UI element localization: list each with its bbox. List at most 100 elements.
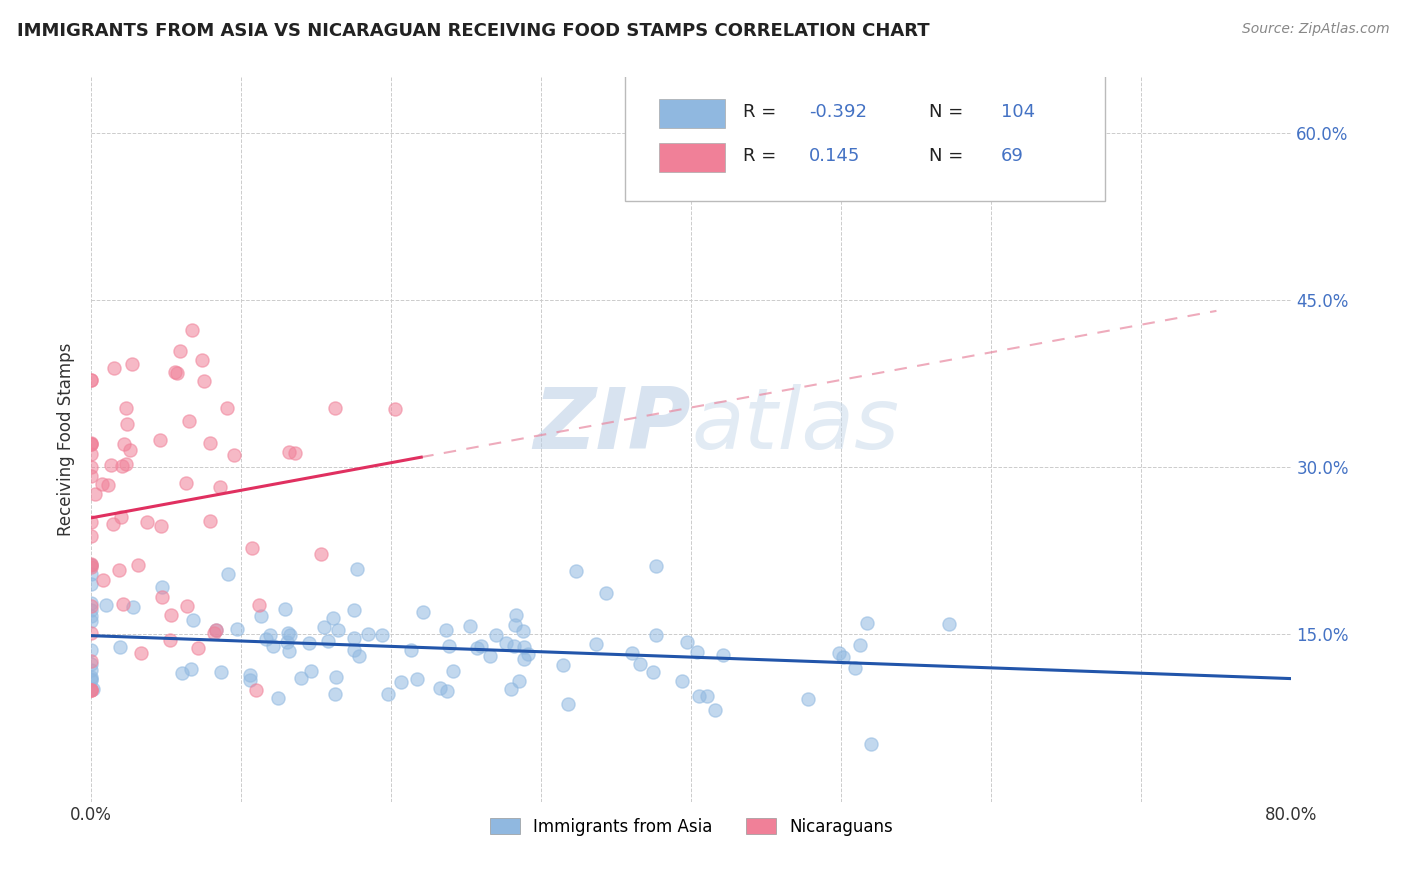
Point <box>675 635 697 649</box>
Point <box>111 459 134 474</box>
Point <box>686 645 709 659</box>
Point <box>180 323 202 337</box>
Point <box>204 624 226 638</box>
Point <box>595 586 617 600</box>
Point <box>239 673 262 687</box>
Point <box>429 681 451 695</box>
Point <box>80 683 103 698</box>
Point <box>551 657 574 672</box>
Point <box>278 628 301 642</box>
Point <box>149 434 172 448</box>
Point <box>150 590 173 604</box>
Point <box>620 646 643 660</box>
Point <box>711 648 734 662</box>
Text: 104: 104 <box>1001 103 1035 121</box>
FancyBboxPatch shape <box>626 74 1105 201</box>
Point <box>80 626 103 640</box>
Point <box>149 519 172 533</box>
Point <box>80 614 103 628</box>
Text: -0.392: -0.392 <box>808 103 868 121</box>
Point <box>80 599 103 614</box>
Point <box>110 509 132 524</box>
Point <box>80 558 103 572</box>
Point <box>485 628 508 642</box>
Text: Source: ZipAtlas.com: Source: ZipAtlas.com <box>1241 22 1389 37</box>
Point <box>322 611 344 625</box>
Text: 0.145: 0.145 <box>808 146 860 165</box>
Point <box>671 674 693 689</box>
Point <box>165 365 187 379</box>
Point <box>276 635 298 649</box>
Point <box>222 449 245 463</box>
Point <box>284 446 307 460</box>
Point <box>80 560 103 574</box>
Point <box>688 689 710 703</box>
Point <box>80 373 103 387</box>
Point <box>856 615 879 630</box>
Point <box>80 657 103 671</box>
Point <box>503 618 526 632</box>
Point <box>94 598 117 612</box>
Point <box>180 662 202 676</box>
Point <box>458 619 481 633</box>
Point <box>263 639 285 653</box>
Point <box>108 563 131 577</box>
Point <box>100 458 122 472</box>
Point <box>399 643 422 657</box>
Point <box>80 670 103 684</box>
Point <box>80 460 103 475</box>
Point <box>267 690 290 705</box>
Point <box>209 665 232 680</box>
Point <box>389 675 412 690</box>
Point <box>217 566 239 581</box>
Point <box>80 603 103 617</box>
Text: ZIP: ZIP <box>534 384 692 467</box>
Point <box>290 672 312 686</box>
Point <box>160 607 183 622</box>
Point <box>181 614 204 628</box>
Point <box>505 607 527 622</box>
Point <box>91 476 114 491</box>
Point <box>115 457 138 471</box>
Point <box>797 692 820 706</box>
Point <box>495 636 517 650</box>
Point <box>273 602 295 616</box>
Text: IMMIGRANTS FROM ASIA VS NICARAGUAN RECEIVING FOOD STAMPS CORRELATION CHART: IMMIGRANTS FROM ASIA VS NICARAGUAN RECEI… <box>17 22 929 40</box>
Point <box>170 666 193 681</box>
Legend: Immigrants from Asia, Nicaraguans: Immigrants from Asia, Nicaraguans <box>481 809 901 844</box>
Point <box>80 683 103 698</box>
Point <box>312 620 335 634</box>
Point <box>513 652 536 666</box>
Point <box>136 515 159 529</box>
Point <box>91 573 114 587</box>
Point <box>406 672 429 686</box>
Point <box>80 373 103 387</box>
Text: R =: R = <box>742 103 776 121</box>
Point <box>437 640 460 654</box>
Point <box>628 657 651 671</box>
Point <box>80 577 103 591</box>
Point <box>565 564 588 578</box>
Point <box>508 673 530 688</box>
Point <box>80 558 103 572</box>
Point <box>311 547 333 561</box>
Point <box>254 632 277 647</box>
Point <box>129 646 152 660</box>
Point <box>127 558 149 572</box>
Point <box>150 580 173 594</box>
Point <box>80 567 103 582</box>
Point <box>80 608 103 623</box>
Point <box>298 636 321 650</box>
Point <box>479 649 502 664</box>
Point <box>347 648 370 663</box>
Point <box>848 638 870 652</box>
Point <box>166 366 188 380</box>
Point <box>644 559 666 574</box>
Point <box>277 626 299 640</box>
Point <box>412 606 434 620</box>
Point <box>80 681 103 696</box>
Point <box>200 436 222 450</box>
Point <box>278 644 301 658</box>
Text: 69: 69 <box>1001 146 1024 165</box>
Point <box>103 361 125 376</box>
